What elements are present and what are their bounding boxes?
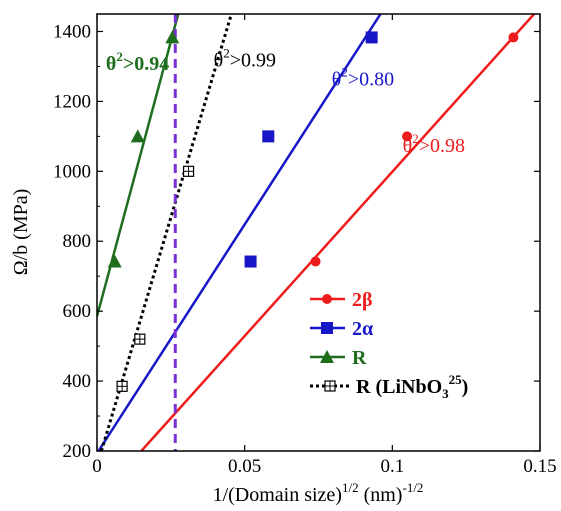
- y-tick-label-2: 600: [63, 301, 92, 322]
- legend-marker-3: [324, 380, 336, 392]
- y-tick-label-6: 1400: [53, 21, 91, 42]
- y-tick-label-1: 400: [63, 371, 92, 392]
- fit-lines: [97, 14, 536, 451]
- y-axis-title: Ω/b (MPa): [10, 189, 32, 276]
- fit-line-3: [99, 14, 233, 451]
- legend-label-1: 2α: [352, 318, 373, 340]
- legend-marker-2: [320, 350, 334, 363]
- data-point-0-1: [402, 131, 413, 142]
- fit-annotation-1: θ2>0.80: [332, 65, 394, 91]
- data-point-3-2: [182, 165, 195, 177]
- fit-line-1: [97, 14, 382, 451]
- x-tick-label-2: 0.1: [380, 456, 404, 477]
- fit-annotation-3: θ2>0.99: [214, 45, 276, 71]
- legend: 2β 2α R R (LiNbO325): [310, 289, 468, 401]
- fit-annotations: θ2>0.98 θ2>0.80 θ2>0.94 θ2>0.99: [106, 45, 465, 157]
- fit-annotation-0: θ2>0.98: [403, 131, 465, 157]
- legend-label-2: R: [352, 347, 367, 369]
- legend-marker-0: [322, 294, 332, 304]
- data-point-1-2: [365, 31, 378, 44]
- plot-frame: [96, 13, 541, 452]
- legend-label-0: 2β: [352, 289, 373, 311]
- legend-marker-1: [321, 322, 333, 334]
- y-tick-label-3: 800: [63, 231, 92, 252]
- y-tick-label-4: 1000: [53, 161, 91, 182]
- fit-line-0: [140, 14, 536, 451]
- data-point-1-0: [244, 255, 257, 268]
- x-tick-label-0: 0: [92, 456, 102, 477]
- data-point-2-0: [107, 254, 122, 268]
- data-point-1-1: [262, 130, 275, 143]
- data-point-2-2: [165, 30, 180, 44]
- data-point-0-2: [508, 32, 519, 43]
- x-tick-label-1: 0.05: [228, 456, 261, 477]
- fit-annotation-2: θ2>0.94: [106, 49, 169, 75]
- data-point-2-1: [130, 129, 145, 143]
- x-axis-title: 1/(Domain size)1/2 (nm)-1/2: [213, 480, 424, 506]
- x-tick-label-3: 0.15: [523, 456, 556, 477]
- y-tick-label-0: 200: [63, 441, 92, 462]
- legend-label-3: R (LiNbO325): [356, 372, 468, 401]
- y-tick-label-5: 1200: [53, 91, 91, 112]
- data-markers: [107, 30, 519, 392]
- data-point-3-0: [116, 380, 128, 392]
- data-point-0-0: [310, 256, 321, 267]
- data-point-3-1: [134, 333, 146, 345]
- axis-ticks: 0 0.05 0.1 0.15 200 400 600 800 1000 1200 1400: [53, 14, 557, 477]
